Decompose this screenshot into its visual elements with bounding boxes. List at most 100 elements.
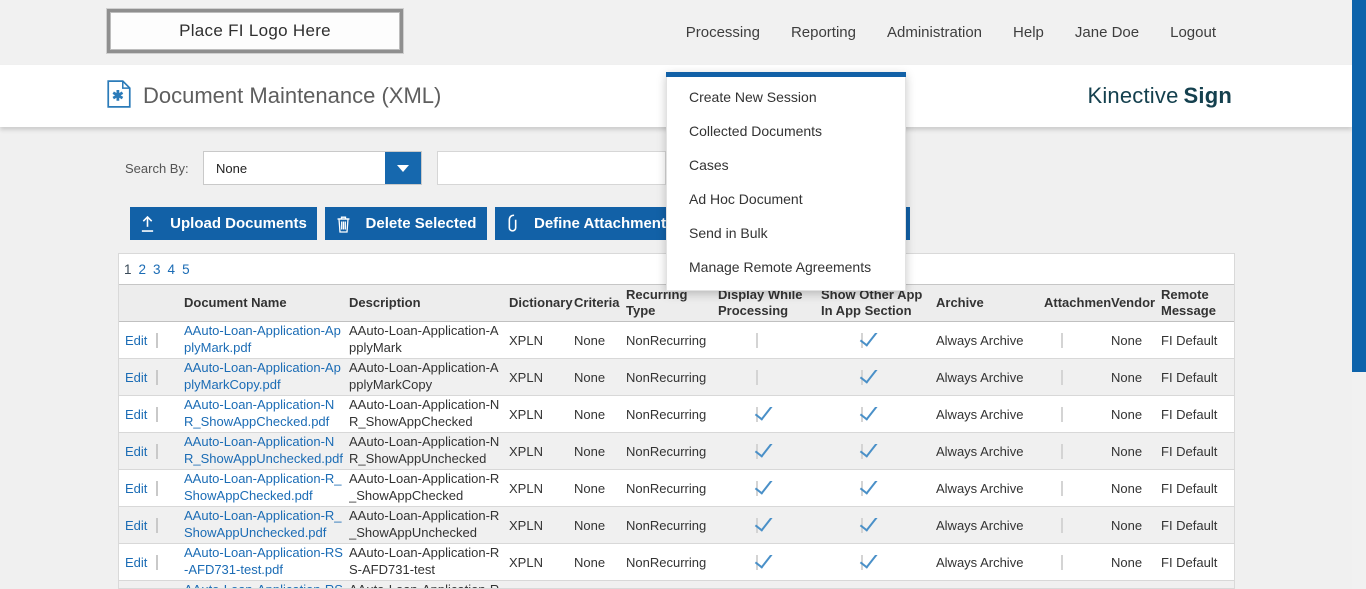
show-other-app-checkbox[interactable] — [861, 481, 863, 496]
table-row: Edit AAuto-Loan-Application-R_ShowAppChe… — [119, 470, 1234, 507]
table-row: Edit AAuto-Loan-Application-R_ShowAppUnc… — [119, 507, 1234, 544]
description-cell: AAuto-Loan-Application-R_ShowAppChecked — [349, 471, 509, 505]
attachment-checkbox[interactable] — [1061, 481, 1063, 496]
search-input[interactable] — [437, 151, 666, 185]
document-name-link[interactable]: AAuto-Loan-Application-RS- — [184, 582, 343, 589]
display-while-processing-checkbox[interactable] — [756, 333, 758, 348]
display-while-processing-checkbox[interactable] — [756, 518, 758, 533]
document-name-link[interactable]: AAuto-Loan-Application-ApplyMarkCopy.pdf — [184, 360, 341, 392]
show-other-app-checkbox[interactable] — [861, 555, 863, 570]
show-other-app-checkbox[interactable] — [861, 333, 863, 348]
edit-link[interactable]: Edit — [125, 518, 147, 533]
display-while-processing-checkbox[interactable] — [756, 407, 758, 422]
menu-item-ad-hoc-document[interactable]: Ad Hoc Document — [667, 182, 905, 216]
edit-link[interactable]: Edit — [125, 407, 147, 422]
row-select-checkbox[interactable] — [156, 407, 158, 422]
show-other-app-checkbox[interactable] — [861, 444, 863, 459]
document-name-link[interactable]: AAuto-Loan-Application-R_ShowAppUnchecke… — [184, 508, 342, 540]
row-select-checkbox[interactable] — [156, 333, 158, 348]
archive-cell: Always Archive — [936, 444, 1044, 459]
xml-document-icon: ✱ — [107, 80, 131, 113]
header-show-other-app: Show Other App In App Section — [821, 287, 936, 320]
attachment-checkbox[interactable] — [1061, 555, 1063, 570]
page-number-3[interactable]: 3 — [153, 262, 161, 277]
recurring-type-cell: NonRecurring — [626, 444, 718, 459]
edit-link[interactable]: Edit — [125, 333, 147, 348]
chevron-down-icon[interactable] — [385, 152, 421, 184]
vendor-cell: None — [1111, 481, 1161, 496]
display-while-processing-checkbox[interactable] — [756, 481, 758, 496]
attachment-checkbox[interactable] — [1061, 370, 1063, 385]
criteria-cell: None — [574, 555, 626, 570]
documents-table: 1 2 3 4 5 Document Name Description Dict… — [118, 253, 1235, 589]
page-number-4[interactable]: 4 — [168, 262, 176, 277]
attachment-checkbox[interactable] — [1061, 333, 1063, 348]
vendor-cell: None — [1111, 407, 1161, 422]
row-select-checkbox[interactable] — [156, 444, 158, 459]
upload-documents-button[interactable]: Upload Documents — [130, 207, 317, 240]
attachment-checkbox[interactable] — [1061, 444, 1063, 459]
menu-item-send-in-bulk[interactable]: Send in Bulk — [667, 216, 905, 250]
page-number-2[interactable]: 2 — [139, 262, 147, 277]
show-other-app-checkbox[interactable] — [861, 518, 863, 533]
vertical-scrollbar-thumb[interactable] — [1352, 0, 1366, 372]
nav-item-administration[interactable]: Administration — [887, 24, 982, 41]
nav-item-processing[interactable]: Processing — [686, 24, 760, 41]
edit-link[interactable]: Edit — [125, 370, 147, 385]
description-cell: AAuto-Loan-Application-NR_ShowAppChecked — [349, 397, 509, 431]
recurring-type-cell: NonRecurring — [626, 407, 718, 422]
recurring-type-cell: NonRecurring — [626, 370, 718, 385]
display-while-processing-checkbox[interactable] — [756, 555, 758, 570]
document-name-link[interactable]: AAuto-Loan-Application-NR_ShowAppUncheck… — [184, 434, 343, 466]
page-number-1[interactable]: 1 — [124, 262, 132, 277]
document-name-link[interactable]: AAuto-Loan-Application-R_ShowAppChecked.… — [184, 471, 342, 503]
description-cell: AAuto-Loan-Application-RS- — [349, 582, 509, 589]
edit-link[interactable]: Edit — [125, 555, 147, 570]
edit-link[interactable]: Edit — [125, 444, 147, 459]
table-row: Edit AAuto-Loan-Application-RS- AAuto-Lo… — [119, 581, 1234, 589]
header-document-name: Document Name — [184, 295, 349, 311]
edit-link[interactable]: Edit — [125, 481, 147, 496]
show-other-app-checkbox[interactable] — [861, 407, 863, 422]
upload-documents-label: Upload Documents — [170, 215, 307, 232]
criteria-cell: None — [574, 518, 626, 533]
table-row: Edit AAuto-Loan-Application-NR_ShowAppCh… — [119, 396, 1234, 433]
dictionary-cell: XPLN — [509, 481, 574, 496]
menu-item-create-new-session[interactable]: Create New Session — [667, 80, 905, 114]
vertical-scrollbar-track[interactable] — [1352, 0, 1366, 589]
row-select-checkbox[interactable] — [156, 518, 158, 533]
search-by-select[interactable]: None — [203, 151, 422, 185]
nav-item-reporting[interactable]: Reporting — [791, 24, 856, 41]
description-cell: AAuto-Loan-Application-ApplyMark — [349, 323, 509, 357]
nav-item-logout[interactable]: Logout — [1170, 24, 1216, 41]
attachment-checkbox[interactable] — [1061, 407, 1063, 422]
recurring-type-cell: NonRecurring — [626, 555, 718, 570]
row-select-checkbox[interactable] — [156, 555, 158, 570]
document-name-link[interactable]: AAuto-Loan-Application-RS-AFD731-test.pd… — [184, 545, 343, 577]
remote-message-cell: FI Default — [1161, 555, 1234, 570]
display-while-processing-checkbox[interactable] — [756, 370, 758, 385]
dictionary-cell: XPLN — [509, 444, 574, 459]
criteria-cell: None — [574, 444, 626, 459]
dictionary-cell: XPLN — [509, 370, 574, 385]
delete-selected-button[interactable]: Delete Selected — [325, 207, 487, 240]
nav-item-user[interactable]: Jane Doe — [1075, 24, 1139, 41]
row-select-checkbox[interactable] — [156, 481, 158, 496]
nav-item-help[interactable]: Help — [1013, 24, 1044, 41]
menu-item-manage-remote-agreements[interactable]: Manage Remote Agreements — [667, 250, 905, 284]
show-other-app-checkbox[interactable] — [861, 370, 863, 385]
fi-logo-placeholder: Place FI Logo Here — [107, 9, 403, 53]
attachment-checkbox[interactable] — [1061, 518, 1063, 533]
vendor-cell: None — [1111, 333, 1161, 348]
menu-item-collected-documents[interactable]: Collected Documents — [667, 114, 905, 148]
dictionary-cell: XPLN — [509, 518, 574, 533]
menu-item-cases[interactable]: Cases — [667, 148, 905, 182]
delete-selected-label: Delete Selected — [366, 215, 477, 232]
define-attachment-label: Define Attachment — [534, 215, 666, 232]
page-number-5[interactable]: 5 — [182, 262, 190, 277]
row-select-checkbox[interactable] — [156, 370, 158, 385]
display-while-processing-checkbox[interactable] — [756, 444, 758, 459]
header-display-while-processing: Display While Processing — [718, 287, 821, 320]
document-name-link[interactable]: AAuto-Loan-Application-ApplyMark.pdf — [184, 323, 341, 355]
document-name-link[interactable]: AAuto-Loan-Application-NR_ShowAppChecked… — [184, 397, 334, 429]
